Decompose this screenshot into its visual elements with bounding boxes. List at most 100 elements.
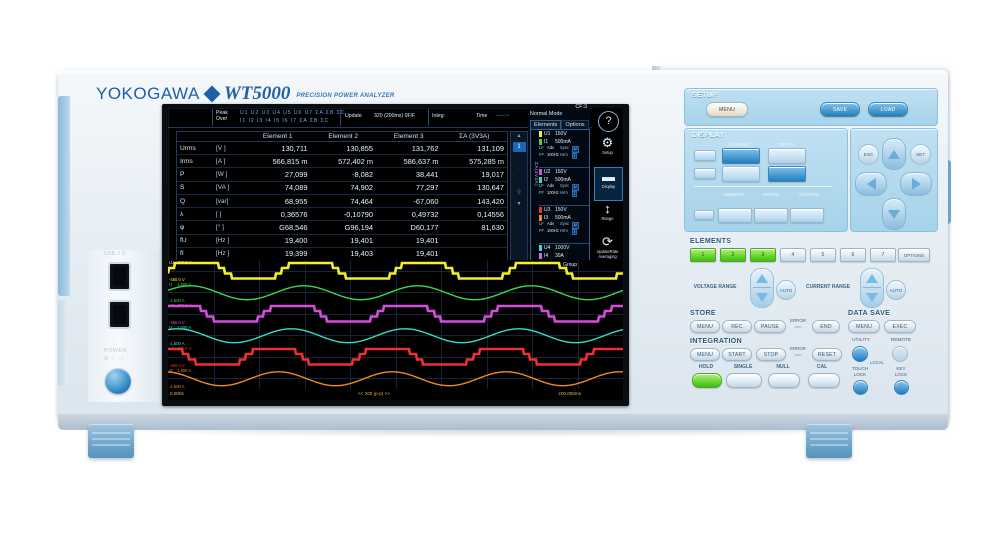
display-row2-toggle[interactable] [694,168,716,179]
voltage-down-icon[interactable] [756,293,768,302]
pager-dot-1[interactable]: · [518,155,520,161]
current-down-icon[interactable] [866,293,878,302]
rail-item-updaterate-averaging[interactable]: ⟳ UpdateRate Averaging [594,233,621,265]
display-row2-numeric-button[interactable] [722,166,760,182]
data-save-menu-button[interactable]: MENU [848,320,880,333]
display-row2-graph-button[interactable] [768,166,806,182]
table-row[interactable]: Urms [V ] 130,711 130,855 131,762 131,109 [177,141,507,156]
pager-up-icon[interactable]: ▴ [517,133,521,139]
pager-last-page[interactable]: 9 [517,190,521,196]
control-panel[interactable]: SETUP MENU SAVE LOAD DISPLAY NUMERIC GRA… [684,88,938,400]
setup-load-button[interactable]: LOAD [868,102,908,117]
usb-port-2[interactable] [108,300,131,329]
element-button-5[interactable]: 5 [810,248,836,262]
element-2-voltage-row[interactable]: U2 150V [539,168,589,176]
nav-down-button[interactable] [882,198,906,230]
help-icon[interactable]: ? [598,111,619,132]
chip-u[interactable]: U [572,146,579,153]
integration-menu-button[interactable]: MENU [690,348,720,361]
table-row[interactable]: P [W ] 27,099 -8,082 38,441 19,017 [177,167,507,182]
display-row3-numeric-button[interactable] [718,208,752,223]
nav-right-button[interactable] [900,172,932,196]
element-3-voltage-row[interactable]: U3 150V [539,206,589,214]
element-block-2[interactable]: U2 150V I2 500mA LF Adv Sync U FF 100Hz Hrm I [539,168,589,198]
chip-u[interactable]: U [572,222,579,229]
element-options-button[interactable]: OPTIONS [898,248,930,262]
tab-options[interactable]: Options [561,120,589,129]
element-button-1[interactable]: 1 [690,248,716,262]
integration-stop-button[interactable]: STOP [756,348,786,361]
store-pause-button[interactable]: PAUSE [754,320,786,333]
current-range-knob[interactable] [860,268,884,308]
pager-dot-2[interactable]: · [518,166,520,172]
store-menu-button[interactable]: MENU [690,320,720,333]
display-row1-numeric-button[interactable] [722,148,760,164]
rail-item-display[interactable]: ▬ Display [594,167,623,201]
element-4-voltage-row[interactable]: U4 1000V [539,244,589,252]
page-selector[interactable]: ▴ 1 · · · 9 ▾ [510,131,528,261]
chip-i[interactable]: I [572,190,577,198]
utility-button[interactable] [852,346,868,362]
table-row[interactable]: λ[ ] 0,36576 -0,10790 0,49732 0,14556 [177,207,507,222]
voltage-up-icon[interactable] [756,274,768,283]
table-row[interactable]: fU [Hz ] 19,400 19,401 19,401 [177,234,507,248]
display-row1-toggle[interactable] [694,150,716,161]
voltage-range-knob[interactable] [750,268,774,308]
store-end-button[interactable]: END [812,320,840,333]
numeric-table[interactable]: Element 1 Element 2 Element 3 ΣA (3V3A) Urm… [176,131,508,261]
element-1-current-row[interactable]: I1 500mA [539,138,589,146]
remote-button[interactable] [892,346,908,362]
element-3-current-row[interactable]: I3 500mA [539,214,589,222]
table-row[interactable]: Q [var] 68,955 74,464 -67,060 143,420 [177,194,507,209]
display-row3-custom-button[interactable] [790,208,824,223]
touch-lock-button[interactable] [853,380,868,395]
data-save-exec-button[interactable]: EXEC [884,320,916,333]
table-row[interactable]: S [VA ] 74,089 74,902 77,297 130,647 [177,181,507,195]
table-row[interactable]: φ [° ] G68,546 G96,194 D60,177 81,630 [177,220,507,235]
null-button[interactable] [768,373,800,388]
nav-left-button[interactable] [855,172,887,196]
voltage-auto-button[interactable]: AUTO [776,280,796,300]
chip-u[interactable]: U [572,184,579,191]
lcd-screen[interactable]: Peak Over U1 U2 U3 U4 U5 U6 U7 ΣA ΣB ΣC … [168,104,623,400]
element-block-3[interactable]: U3 150V I3 500mA LF Adv Sync U FF 100Hz Hrm I [539,206,589,236]
table-row[interactable]: Irms [A ] 566,815 m 572,402 m 586,637 m 575,2… [177,154,507,169]
element-button-7[interactable]: 7 [870,248,896,262]
pager-down-icon[interactable]: ▾ [517,201,521,207]
pager-dot-3[interactable]: · [518,177,520,183]
waveform-area[interactable]: Group U1 450.0 V -450.0 V I1 1.500 A -1.500 A… [168,260,623,400]
display-row1-graph-button[interactable] [768,148,806,164]
usb-port-1[interactable] [108,262,131,291]
element-2-current-row[interactable]: I2 500mA [539,176,589,184]
element-button-4[interactable]: 4 [780,248,806,262]
single-button[interactable] [726,373,762,388]
setup-save-button[interactable]: SAVE [820,102,860,117]
table-row[interactable]: fI [Hz ] 19,399 19,403 19,401 [177,247,507,260]
element-button-6[interactable]: 6 [840,248,866,262]
current-up-icon[interactable] [866,274,878,283]
integration-reset-button[interactable]: RESET [812,348,842,361]
display-row3-toggle[interactable] [694,210,714,220]
chip-i[interactable]: I [572,152,577,160]
integration-start-button[interactable]: START [722,348,752,361]
set-button[interactable]: SET [910,144,931,165]
element-button-2[interactable]: 2 [720,248,746,262]
rail-item-range[interactable]: ↕ Range [594,200,621,232]
cal-button[interactable] [808,373,840,388]
key-lock-button[interactable] [894,380,909,395]
hold-button[interactable] [692,373,722,388]
element-1-voltage-row[interactable]: U1 150V [539,130,589,138]
element-block-1[interactable]: U1 150V I1 500mA LF Adv Sync U FF 100Hz Hrm I [539,130,589,160]
rail-item-setup[interactable]: ⚙ Setup [594,134,621,166]
nav-up-button[interactable] [882,138,906,170]
store-rec-button[interactable]: REC [722,320,752,333]
current-auto-button[interactable]: AUTO [886,280,906,300]
pager-current-page[interactable]: 1 [512,142,526,152]
chip-i[interactable]: I [572,228,577,236]
display-row3-graph-button[interactable] [754,208,788,223]
element-panel-tabs[interactable]: Elements Options [530,120,589,129]
element-4-current-row[interactable]: I4 30A [539,252,589,260]
setup-menu-button[interactable]: MENU [706,102,748,117]
element-button-3[interactable]: 3 [750,248,776,262]
power-button[interactable] [105,368,131,394]
